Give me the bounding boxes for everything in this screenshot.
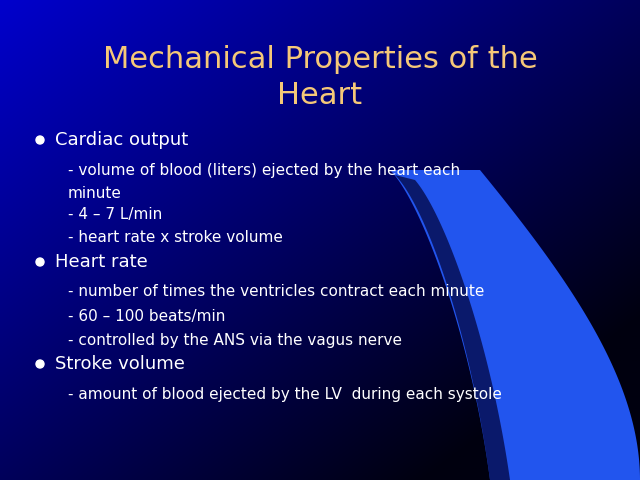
Text: Mechanical Properties of the: Mechanical Properties of the [102,46,538,74]
Text: - 4 – 7 L/min: - 4 – 7 L/min [68,206,163,221]
Circle shape [36,360,44,368]
Text: - 60 – 100 beats/min: - 60 – 100 beats/min [68,309,225,324]
Text: - number of times the ventricles contract each minute: - number of times the ventricles contrac… [68,285,484,300]
Polygon shape [395,175,510,480]
Text: Stroke volume: Stroke volume [55,355,185,373]
Text: Heart rate: Heart rate [55,253,148,271]
Circle shape [36,258,44,266]
Circle shape [36,136,44,144]
Text: minute: minute [68,187,122,202]
Polygon shape [390,170,640,480]
Text: - volume of blood (liters) ejected by the heart each: - volume of blood (liters) ejected by th… [68,163,460,178]
Text: - amount of blood ejected by the LV  during each systole: - amount of blood ejected by the LV duri… [68,386,502,401]
Text: - heart rate x stroke volume: - heart rate x stroke volume [68,230,283,245]
Text: Cardiac output: Cardiac output [55,131,188,149]
Text: - controlled by the ANS via the vagus nerve: - controlled by the ANS via the vagus ne… [68,333,402,348]
Text: Heart: Heart [277,81,363,109]
